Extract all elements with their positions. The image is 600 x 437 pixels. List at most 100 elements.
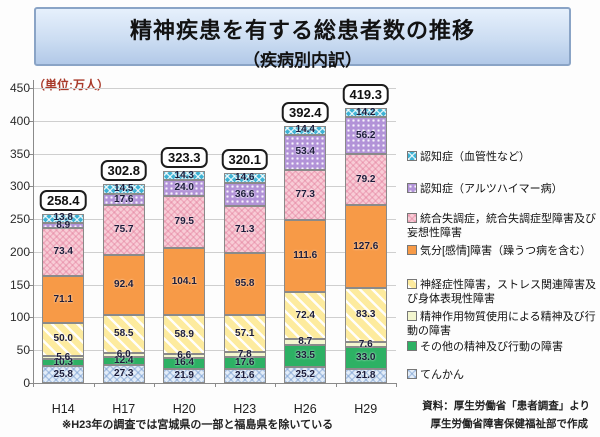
bar-segment: 8.9 [42, 219, 85, 231]
legend-swatch [407, 245, 417, 255]
segment-value-label: 21.8 [356, 369, 376, 381]
segment-value-label: 14.5 [114, 183, 134, 195]
segment-value-label: 50.0 [53, 333, 73, 345]
bar-segment: 27.3 [102, 365, 145, 383]
segment-value-label: 71.1 [53, 293, 73, 305]
total-value-label: 320.1 [221, 149, 269, 171]
bar-segment: 73.4 [42, 228, 85, 277]
bar-segment: 83.3 [344, 288, 387, 343]
x-tick [214, 383, 216, 387]
x-axis-label: H29 [354, 402, 378, 416]
x-tick [93, 383, 95, 387]
segment-value-label: 75.7 [114, 224, 134, 236]
gridline [33, 251, 396, 253]
segment-value-label: 33.5 [295, 349, 315, 361]
source-line-1: 資料：厚生労働省「患者調査」より [422, 400, 590, 412]
segment-value-label: 12.4 [114, 355, 134, 367]
y-tick-label: 100 [9, 310, 30, 325]
y-tick [29, 186, 33, 188]
bar-segment: 33.0 [344, 347, 387, 369]
legend-item: 認知症（アルツハイマー病） [407, 182, 598, 196]
y-tick [29, 219, 33, 221]
y-tick-label: 250 [9, 212, 30, 227]
bar-segment: 7.8 [223, 349, 266, 359]
y-tick [29, 251, 33, 253]
segment-value-label: 17.6 [114, 193, 134, 205]
bar-segment: 17.6 [223, 357, 266, 369]
segment-value-label: 25.2 [295, 368, 315, 380]
legend-label: 統合失調症，統合失調症型障害及び妄想性障害 [407, 213, 596, 239]
bar-segment: 6.0 [102, 349, 145, 361]
segment-value-label: 5.6 [56, 351, 71, 363]
legend-swatch [407, 183, 417, 193]
bar-segment: 25.2 [284, 366, 327, 383]
bar-segment: 33.5 [284, 344, 327, 367]
legend-item: 認知症（血管性など） [407, 150, 598, 164]
total-value-label: 323.3 [160, 147, 208, 169]
bar-segment: 16.4 [163, 357, 206, 369]
bar-segment: 14.2 [344, 106, 387, 118]
x-axis-label: H17 [112, 402, 136, 416]
y-tick-label: 0 [23, 376, 30, 390]
bar-segment: 72.4 [284, 292, 327, 340]
bar-segment: 17.6 [102, 193, 145, 206]
segment-value-label: 79.5 [174, 215, 194, 227]
segment-value-label: 79.2 [356, 173, 376, 185]
bar-segment: 36.6 [223, 182, 266, 207]
total-value-label: 392.4 [281, 101, 329, 123]
segment-value-label: 21.6 [235, 369, 255, 381]
bar-segment: 13.8 [42, 212, 85, 224]
bar-segment: 79.2 [344, 153, 387, 206]
segment-value-label: 36.6 [235, 188, 255, 200]
y-tick-label: 50 [16, 343, 30, 358]
y-tick-label: 450 [9, 81, 30, 95]
bar-segment: 24.0 [163, 180, 206, 196]
segment-value-label: 6.0 [116, 349, 131, 361]
x-axis-label: H23 [233, 402, 257, 416]
y-tick-label: 150 [9, 277, 30, 292]
chart-subtitle: （疾病別内訳） [243, 51, 362, 70]
bar-segment: 14.3 [163, 169, 206, 181]
y-tick [29, 317, 33, 319]
bar-segment: 57.1 [223, 315, 266, 353]
gridline [33, 317, 396, 319]
segment-value-label: 8.9 [56, 219, 71, 231]
segment-value-label: 25.8 [53, 368, 73, 380]
legend-swatch [407, 213, 417, 223]
bar-segment: 95.8 [223, 252, 266, 316]
legend-item: 神経症性障害，ストレス関連障害及び身体表現性障害 [407, 278, 598, 306]
segment-value-label: 14.2 [356, 106, 376, 118]
chart-title: 精神疾患を有する総患者数の推移 [129, 18, 475, 43]
gridline [33, 284, 396, 286]
x-tick [335, 383, 337, 387]
total-value-label: 419.3 [342, 84, 390, 106]
bar-segment: 79.5 [163, 195, 206, 248]
segment-value-label: 14.6 [235, 171, 255, 183]
segment-value-label: 127.6 [353, 240, 379, 252]
footnote: ※H23年の調査では宮城県の一部と福島県を除いている [62, 419, 334, 431]
x-tick [154, 383, 155, 387]
segment-value-label: 16.4 [174, 357, 194, 369]
bar-segment: 104.1 [163, 247, 206, 316]
segment-value-label: 14.3 [174, 169, 194, 181]
source-line-2: 厚生労働省障害保健福祉部で作成 [430, 418, 589, 430]
y-tick-label: 300 [9, 179, 30, 194]
segment-value-label: 27.3 [114, 368, 134, 380]
y-axis-line [33, 80, 34, 383]
bar-segment: 56.2 [344, 117, 387, 154]
bar-segment: 75.7 [102, 205, 145, 255]
y-tick [29, 284, 33, 286]
segment-value-label: 7.6 [358, 338, 373, 350]
segment-value-label: 33.0 [356, 352, 376, 364]
bar-segment: 25.8 [42, 366, 85, 383]
segment-value-label: 17.6 [235, 357, 255, 369]
gridline [33, 88, 396, 89]
segment-value-label: 53.4 [295, 146, 315, 158]
segment-value-label: 111.6 [293, 250, 318, 262]
legend-swatch [407, 311, 417, 321]
bar-segment: 10.3 [42, 357, 85, 367]
segment-value-label: 13.8 [53, 212, 73, 224]
segment-value-label: 6.6 [177, 349, 192, 361]
legend-label: 認知症（血管性など） [420, 151, 530, 163]
